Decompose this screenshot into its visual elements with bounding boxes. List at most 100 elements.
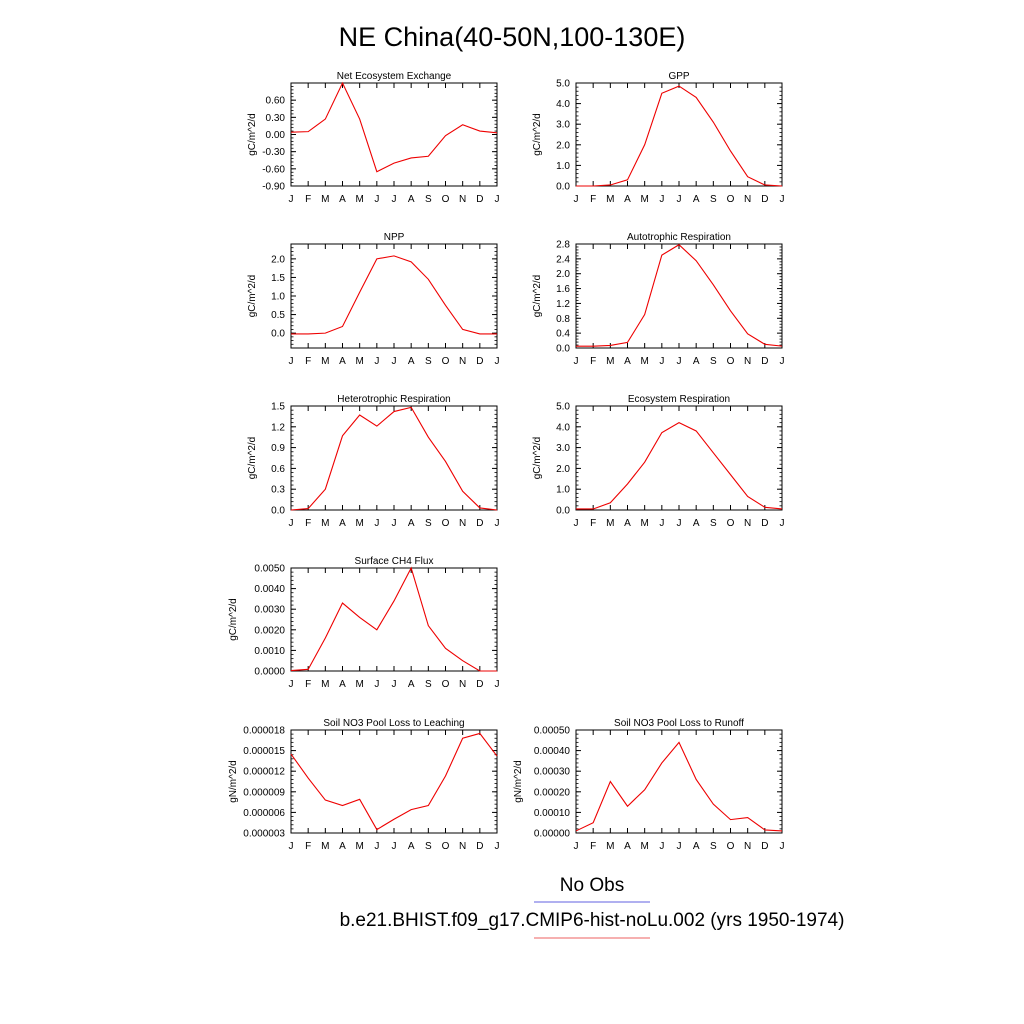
x-tick-label: J	[677, 518, 682, 529]
y-tick-label: 1.5	[271, 402, 285, 413]
y-tick-label: 0.9	[271, 443, 285, 454]
panel-title: GPP	[668, 71, 689, 82]
x-tick-label: M	[355, 194, 363, 205]
x-tick-label: J	[780, 356, 785, 367]
x-tick-label: J	[659, 518, 664, 529]
x-tick-label: J	[574, 194, 579, 205]
y-tick-label: 1.2	[271, 422, 285, 433]
y-tick-label: 0.6	[271, 464, 285, 475]
y-tick-label: 0.60	[266, 96, 286, 107]
x-tick-label: J	[289, 841, 294, 852]
panel-title: Soil NO3 Pool Loss to Runoff	[614, 718, 744, 729]
x-tick-label: A	[624, 356, 631, 367]
y-tick-label: 1.0	[556, 161, 570, 172]
plot-frame	[575, 405, 783, 511]
y-tick-label: 1.5	[271, 273, 285, 284]
x-tick-label: A	[693, 356, 700, 367]
x-tick-label: J	[659, 356, 664, 367]
y-tick-label: 0.5	[271, 310, 285, 321]
x-tick-label: F	[590, 841, 596, 852]
y-tick-label: -0.60	[262, 164, 285, 175]
x-tick-label: N	[459, 194, 466, 205]
x-tick-label: N	[459, 679, 466, 690]
y-tick-label: 0.00030	[534, 767, 571, 778]
y-tick-label: 3.0	[556, 443, 570, 454]
x-tick-label: J	[374, 356, 379, 367]
panel-title: Net Ecosystem Exchange	[337, 71, 452, 82]
y-tick-label: 4.0	[556, 422, 570, 433]
x-tick-label: A	[408, 518, 415, 529]
x-tick-label: A	[339, 518, 346, 529]
y-tick-label: 0.000003	[243, 829, 285, 840]
plot-frame	[290, 729, 498, 834]
x-tick-label: S	[710, 194, 717, 205]
series-line-nee	[290, 81, 498, 173]
x-tick-label: A	[339, 194, 346, 205]
x-tick-label: J	[495, 679, 500, 690]
x-tick-label: D	[476, 841, 483, 852]
x-tick-label: F	[305, 679, 311, 690]
y-tick-label: 0.000015	[243, 746, 285, 757]
x-tick-label: M	[321, 518, 329, 529]
x-tick-label: A	[339, 841, 346, 852]
y-tick-label: 1.0	[556, 485, 570, 496]
panel-title: Autotrophic Respiration	[627, 232, 731, 243]
y-axis-label: gC/m^2/d	[247, 113, 258, 156]
x-tick-label: J	[392, 356, 397, 367]
x-tick-label: M	[640, 518, 648, 529]
x-tick-label: D	[476, 518, 483, 529]
series-line-gpp	[576, 85, 783, 187]
y-tick-label: 0.00020	[534, 787, 571, 798]
x-tick-label: A	[693, 194, 700, 205]
x-tick-label: F	[590, 518, 596, 529]
y-tick-label: 0.3	[271, 485, 285, 496]
x-tick-label: M	[606, 841, 614, 852]
y-tick-label: 0.0050	[254, 564, 285, 575]
y-tick-label: 1.6	[556, 284, 570, 295]
panel-title: Ecosystem Respiration	[628, 394, 730, 405]
series-line-runoff	[575, 741, 783, 832]
y-tick-label: 0.0	[556, 182, 570, 193]
x-tick-label: J	[574, 841, 579, 852]
x-tick-label: D	[761, 356, 768, 367]
x-tick-label: O	[727, 194, 735, 205]
x-tick-label: A	[408, 194, 415, 205]
y-tick-label: 0.4	[556, 329, 570, 340]
x-tick-label: O	[727, 841, 735, 852]
x-tick-label: J	[374, 518, 379, 529]
x-tick-label: S	[425, 841, 432, 852]
y-tick-label: 4.0	[556, 99, 570, 110]
x-tick-label: J	[289, 518, 294, 529]
plot-frame	[575, 243, 783, 349]
y-tick-label: 0.0000	[254, 667, 285, 678]
x-tick-label: J	[780, 841, 785, 852]
x-tick-label: N	[459, 841, 466, 852]
y-tick-label: 0.000006	[243, 808, 285, 819]
x-tick-label: M	[321, 679, 329, 690]
x-tick-label: J	[289, 679, 294, 690]
y-axis-label: gC/m^2/d	[228, 598, 239, 641]
y-axis-label: gC/m^2/d	[247, 275, 258, 318]
x-tick-label: J	[659, 841, 664, 852]
series-line-ch4	[290, 566, 497, 672]
y-tick-label: 3.0	[556, 120, 570, 131]
series-line-leach	[290, 732, 498, 831]
y-tick-label: 2.8	[556, 240, 570, 251]
y-tick-label: 0.8	[556, 314, 570, 325]
x-tick-label: J	[574, 356, 579, 367]
y-axis-label: gN/m^2/d	[228, 760, 239, 803]
plot-frame	[290, 567, 498, 672]
x-tick-label: J	[495, 194, 500, 205]
y-tick-label: 0.30	[266, 113, 286, 124]
x-tick-label: F	[305, 194, 311, 205]
series-line-ar	[576, 244, 783, 347]
y-tick-label: 5.0	[556, 402, 570, 413]
x-tick-label: A	[339, 679, 346, 690]
x-tick-label: O	[727, 356, 735, 367]
x-tick-label: S	[425, 194, 432, 205]
